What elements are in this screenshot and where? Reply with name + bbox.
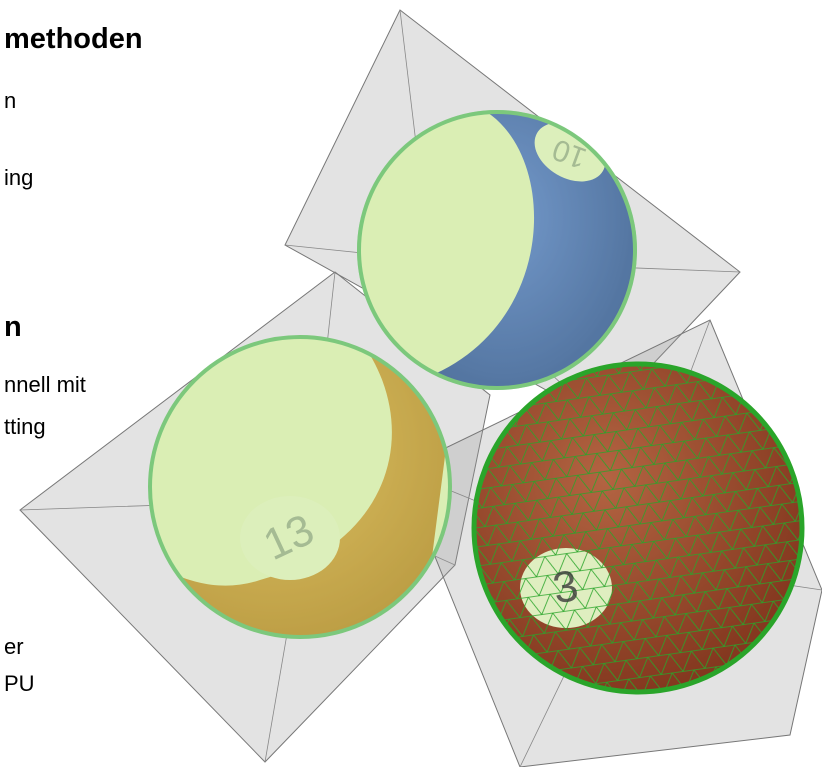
ball: 10 bbox=[357, 110, 637, 390]
text-line: nnell mit bbox=[4, 372, 86, 397]
text-line: n bbox=[4, 88, 16, 113]
ball: 13 bbox=[148, 335, 452, 639]
text-line: tting bbox=[4, 414, 46, 439]
text-line: er bbox=[4, 634, 24, 659]
text-line: ing bbox=[4, 165, 33, 190]
heading: methoden bbox=[4, 23, 143, 55]
ball: 3 bbox=[471, 361, 805, 695]
text-line: PU bbox=[4, 671, 35, 696]
heading: n bbox=[4, 311, 22, 343]
slide-text: methoden n ing n nnell mit tting er PU bbox=[4, 23, 143, 696]
